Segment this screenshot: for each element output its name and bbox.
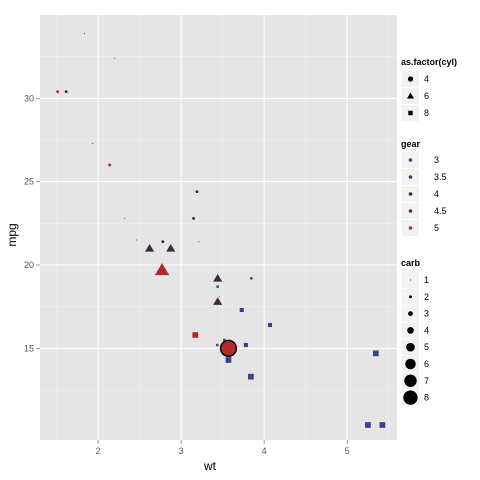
legend-label: 3.5 <box>434 172 447 182</box>
y-tick-label: 20 <box>24 260 34 270</box>
data-point <box>114 57 116 59</box>
legend-label: 4 <box>424 325 429 335</box>
data-point <box>92 142 94 144</box>
y-tick-label: 15 <box>24 343 34 353</box>
data-point <box>136 239 138 241</box>
legend-symbol <box>408 209 413 213</box>
legend-label: 4.5 <box>434 206 447 216</box>
data-point <box>83 32 85 34</box>
data-point <box>213 273 223 282</box>
legend-symbol <box>409 295 412 299</box>
legend-symbol <box>406 92 415 99</box>
data-point <box>198 241 200 243</box>
data-point <box>223 338 226 342</box>
x-tick-label: 3 <box>179 446 184 456</box>
data-point <box>56 90 60 94</box>
legend-symbol <box>407 327 414 334</box>
legend-label: 2 <box>424 292 429 302</box>
legend-symbol <box>408 226 413 230</box>
legend-symbol <box>408 311 413 316</box>
data-point <box>213 297 223 305</box>
data-point <box>154 263 170 276</box>
legend-label: 3 <box>424 309 429 319</box>
data-point <box>218 296 221 298</box>
y-tick-label: 30 <box>24 93 34 103</box>
legend-symbol <box>410 279 411 281</box>
data-point <box>372 350 379 357</box>
data-point <box>221 341 236 356</box>
legend-label: 4 <box>424 74 429 84</box>
data-point <box>216 343 219 347</box>
data-point <box>195 190 199 194</box>
data-point <box>216 285 219 288</box>
grid-lines <box>40 15 397 440</box>
legend-label: 8 <box>424 108 429 118</box>
legend-label: 7 <box>424 376 429 386</box>
x-tick-label: 4 <box>262 446 267 456</box>
x-axis-title: wt <box>203 459 217 473</box>
data-point <box>108 163 112 167</box>
data-point <box>166 243 176 252</box>
legend-label: 5 <box>424 342 429 352</box>
data-points <box>56 32 386 428</box>
legend-symbol <box>408 158 413 162</box>
legend-label: 6 <box>424 359 429 369</box>
data-point <box>365 422 371 428</box>
legend-symbol <box>408 175 413 179</box>
x-axis-ticks: 2 3 4 5 <box>96 440 350 456</box>
x-tick-label: 2 <box>96 446 101 456</box>
legend-symbol <box>407 76 414 82</box>
data-point <box>192 216 196 220</box>
legend-symbol <box>408 192 413 196</box>
legend-label: 6 <box>424 91 429 101</box>
legend-label: 5 <box>434 223 439 233</box>
y-axis-ticks: 15 20 25 30 <box>24 93 40 353</box>
data-point <box>250 277 253 280</box>
data-point <box>161 240 165 244</box>
legend-label: 8 <box>424 393 429 403</box>
data-point <box>379 422 386 428</box>
data-point <box>248 373 254 380</box>
data-point <box>225 357 232 363</box>
legend-symbol <box>406 342 415 352</box>
data-point <box>145 243 155 252</box>
legend-label: 1 <box>424 275 429 285</box>
legend-symbol <box>403 390 418 405</box>
x-tick-label: 5 <box>345 446 350 456</box>
data-point <box>267 322 273 328</box>
y-tick-label: 25 <box>24 177 34 187</box>
data-point <box>192 332 199 338</box>
legend-symbol <box>408 110 413 116</box>
legend-title: carb <box>401 258 421 268</box>
data-point <box>64 90 68 94</box>
legend-title: gear <box>401 139 421 149</box>
y-axis-title: mpg <box>5 223 19 246</box>
data-point <box>239 307 244 313</box>
legend-symbol <box>405 358 416 370</box>
legend-label: 3 <box>434 155 439 165</box>
legend-label: 4 <box>434 189 439 199</box>
data-point <box>243 342 248 348</box>
legend-title: as.factor(cyl) <box>401 57 457 67</box>
legend-symbol <box>404 374 417 387</box>
data-point <box>124 217 126 219</box>
plot-panel <box>40 15 397 440</box>
